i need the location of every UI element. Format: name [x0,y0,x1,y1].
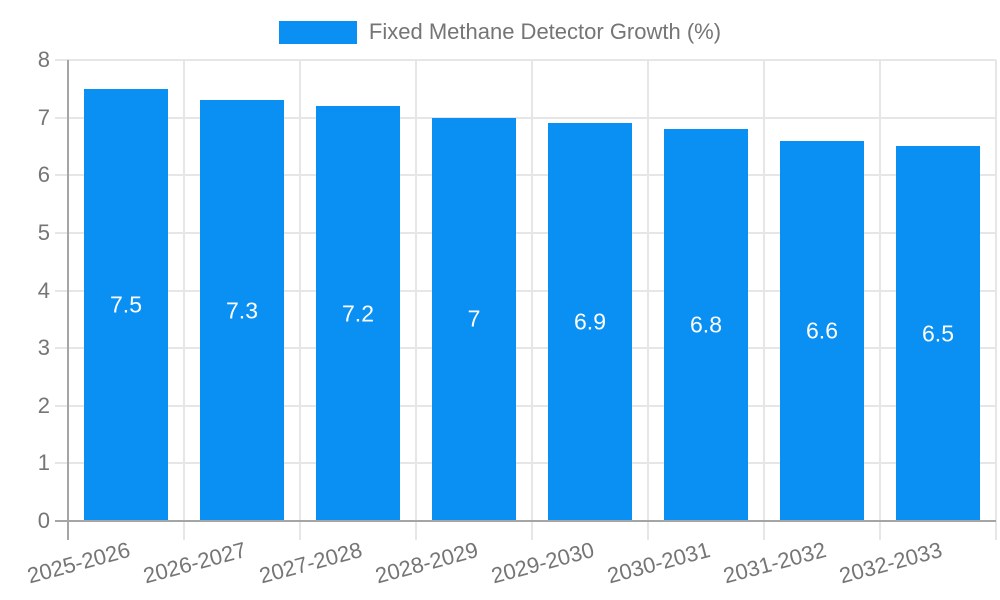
bar-value-label: 6.5 [922,320,954,347]
bar[interactable] [200,100,284,521]
bar-value-label: 6.6 [806,317,838,344]
vertical-gridline [415,60,417,540]
bar-value-label: 7.2 [342,300,374,327]
y-axis-tick-label: 6 [37,162,50,188]
x-axis-tick-label: 2026-2027 [137,537,248,588]
horizontal-gridline [55,116,996,119]
x-axis-tick-label-text: 2028-2029 [372,537,481,589]
chart-legend: Fixed Methane Detector Growth (%) [0,19,1000,45]
vertical-gridline [183,60,185,540]
x-axis-tick-label: 2025-2026 [21,537,132,588]
y-axis-tick-label: 2 [37,392,50,418]
x-axis-tick-label: 2029-2030 [485,537,596,588]
x-axis-tick-label-text: 2030-2031 [604,537,713,589]
bar[interactable] [896,146,980,521]
horizontal-gridline [55,404,996,407]
horizontal-gridline [55,347,996,350]
x-axis-tick-label: 2032-2033 [833,537,944,588]
y-axis-tick-label: 4 [37,277,50,303]
x-axis-tick-label-text: 2026-2027 [140,537,249,589]
vertical-gridline [995,60,997,540]
bar[interactable] [316,106,400,521]
bar-value-label: 7.3 [226,297,258,324]
bar[interactable] [664,129,748,521]
y-axis-line [67,60,69,540]
x-axis-tick-label-text: 2032-2033 [836,537,945,589]
x-axis-tick-label: 2028-2029 [369,537,480,588]
x-axis-tick-label: 2030-2031 [601,537,712,588]
x-axis-tick-label: 2027-2028 [253,537,364,588]
y-axis-tick-label: 8 [37,47,50,72]
bar-value-label: 6.9 [574,308,606,335]
legend-label: Fixed Methane Detector Growth (%) [368,19,722,44]
x-axis-tick-label: 2031-2032 [717,537,828,588]
horizontal-gridline [55,289,996,292]
y-axis-tick-label: 5 [37,219,50,245]
bar-value-label: 7.5 [110,291,142,318]
horizontal-gridline [55,231,996,234]
vertical-gridline [647,60,649,540]
horizontal-gridline [55,462,996,465]
x-axis-tick-label-text: 2031-2032 [720,537,829,589]
horizontal-gridline [55,59,996,61]
horizontal-gridline [55,174,996,177]
y-axis-tick-label: 7 [37,104,50,130]
vertical-gridline [879,60,881,540]
bar-value-label: 6.8 [690,311,722,338]
bar[interactable] [432,117,516,521]
y-axis-tick-label: 3 [37,335,50,361]
legend-swatch [278,20,357,44]
x-axis-tick-label-text: 2027-2028 [256,537,365,589]
x-axis-tick-label-text: 2025-2026 [24,537,133,589]
x-axis-baseline [55,520,996,522]
bar[interactable] [84,88,168,521]
vertical-gridline [531,60,533,540]
vertical-gridline [299,60,301,540]
bar[interactable] [548,123,632,521]
y-axis-tick-label: 1 [37,450,50,476]
y-axis-tick-label: 0 [37,508,50,533]
bar[interactable] [780,140,864,521]
x-axis-tick-label-text: 2029-2030 [488,537,597,589]
vertical-gridline [763,60,765,540]
bar-value-label: 7 [467,305,481,332]
